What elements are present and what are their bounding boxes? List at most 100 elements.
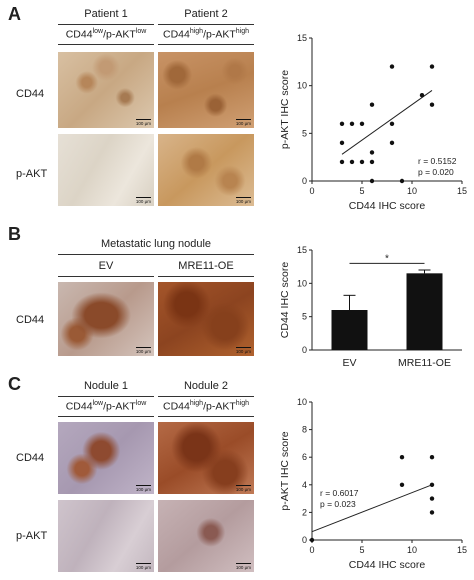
- column-subheader-high-c: CD44high/p-AKThigh: [162, 400, 249, 413]
- row-label-p-akt: p-AKT: [16, 168, 48, 180]
- ihc-image-nodule2-p-akt: 100 μm: [158, 500, 254, 572]
- column-header-nodule-2: Nodule 2: [183, 380, 229, 392]
- data-point: [349, 121, 355, 127]
- x-tick-label: 10: [407, 186, 417, 196]
- y-axis-label: p-AKT IHC score: [279, 431, 291, 510]
- data-point: [309, 537, 315, 543]
- ihc-image-patient1-cd44: 100 μm: [58, 52, 154, 128]
- ihc-image-patient2-p-akt: 100 μm: [158, 134, 254, 206]
- column-subheader-low-c: CD44low/p-AKTlow: [65, 400, 147, 413]
- ihc-image-nodule1-p-akt: 100 μm: [58, 500, 154, 572]
- y-tick-label: 6: [302, 452, 307, 462]
- data-point: [389, 64, 395, 69]
- scale-bar: 100 μm: [235, 563, 252, 570]
- y-tick-label: 15: [297, 33, 307, 43]
- bar: [406, 273, 443, 350]
- y-tick-label: 8: [302, 425, 307, 435]
- y-tick-label: 10: [297, 278, 307, 288]
- y-tick-label: 10: [297, 397, 307, 407]
- row-label-p-akt-c: p-AKT: [16, 530, 48, 542]
- data-point: [399, 455, 405, 460]
- column-rule-3: [58, 44, 154, 45]
- row-label-cd44: CD44: [16, 88, 45, 100]
- y-tick-label: 0: [302, 345, 307, 355]
- y-tick-label: 0: [302, 535, 307, 545]
- data-point: [419, 93, 425, 98]
- y-tick-label: 10: [297, 81, 307, 91]
- x-tick-label: 15: [457, 545, 467, 555]
- column-rule-1: [58, 24, 154, 25]
- bar: [331, 310, 368, 350]
- data-point: [389, 121, 395, 127]
- ihc-image-patient2-cd44: 100 μm: [158, 52, 254, 128]
- ihc-image-ev-cd44: 100 μm: [58, 282, 154, 356]
- column-rule-c3: [58, 416, 154, 417]
- scale-bar: 100 μm: [235, 197, 252, 204]
- scale-bar: 100 μm: [135, 119, 152, 126]
- x-tick-label: 0: [309, 186, 314, 196]
- data-point: [339, 121, 345, 127]
- annotation-p: p = 0.023: [320, 499, 356, 509]
- annotation-r: r = 0.5152: [418, 156, 457, 166]
- ihc-image-nodule2-cd44: 100 μm: [158, 422, 254, 494]
- bar-chart-b: 0 5 10 15 CD44 IHC score EV MRE11-OE *: [279, 245, 462, 369]
- scale-bar: 100 μm: [235, 347, 252, 354]
- x-tick-label: 0: [309, 545, 314, 555]
- data-point: [369, 159, 375, 165]
- column-rule-mre11: [158, 276, 254, 277]
- y-axis-label: CD44 IHC score: [279, 262, 291, 339]
- data-point: [349, 159, 355, 165]
- x-tick-label: 15: [457, 186, 467, 196]
- column-rule-4: [158, 44, 254, 45]
- scatter-chart-c: 0 5 10 15 0 2 4 6 8 10 CD44 IHC score p-AKT IHC sco…: [279, 397, 467, 571]
- x-tick-label: 5: [359, 186, 364, 196]
- data-point: [359, 121, 365, 127]
- panel-label-b: B: [8, 224, 21, 244]
- data-point: [369, 102, 375, 107]
- annotation-p: p = 0.020: [418, 167, 454, 177]
- y-tick-label: 2: [302, 507, 307, 517]
- panel-label-c: C: [8, 374, 21, 394]
- x-axis-label: CD44 IHC score: [349, 200, 426, 212]
- data-point: [399, 178, 405, 184]
- data-point: [429, 510, 435, 515]
- y-tick-label: 5: [302, 128, 307, 138]
- data-point: [339, 140, 345, 146]
- annotation-r: r = 0.6017: [320, 488, 359, 498]
- scale-bar: 100 μm: [135, 347, 152, 354]
- data-point: [359, 159, 365, 165]
- data-point: [429, 455, 435, 460]
- column-subheader-high: CD44high/p-AKThigh: [162, 28, 249, 41]
- column-header-nodule-1: Nodule 1: [83, 380, 129, 392]
- fit-line: [311, 484, 433, 533]
- y-tick-label: 0: [302, 176, 307, 186]
- column-rule-c2: [158, 396, 254, 397]
- data-point: [429, 102, 435, 107]
- panel-label-a: A: [8, 4, 21, 24]
- data-point: [399, 482, 405, 487]
- scale-bar: 100 μm: [135, 563, 152, 570]
- row-label-cd44-c: CD44: [16, 452, 45, 464]
- column-rule-2: [158, 24, 254, 25]
- category-label: EV: [342, 357, 356, 369]
- column-header-mre11-oe: MRE11-OE: [178, 260, 234, 272]
- x-tick-label: 10: [407, 545, 417, 555]
- ihc-image-nodule1-cd44: 100 μm: [58, 422, 154, 494]
- column-header-ev: EV: [98, 260, 114, 272]
- significance-star: *: [385, 253, 389, 264]
- scale-bar: 100 μm: [135, 197, 152, 204]
- data-point: [339, 159, 345, 165]
- x-tick-label: 5: [359, 545, 364, 555]
- scale-bar: 100 μm: [235, 119, 252, 126]
- scale-bar: 100 μm: [235, 485, 252, 492]
- x-axis-label: CD44 IHC score: [349, 559, 426, 571]
- data-point: [369, 150, 375, 155]
- y-tick-label: 15: [297, 245, 307, 255]
- column-header-patient-1: Patient 1: [84, 8, 128, 20]
- column-subheader-low: CD44low/p-AKTlow: [65, 28, 147, 41]
- scatter-chart-a: 0 5 10 15 0 5 10 15 CD44 IHC score p-AKT IHC scor…: [279, 33, 467, 212]
- category-label: MRE11-OE: [398, 357, 451, 369]
- ihc-image-mre11-cd44: 100 μm: [158, 282, 254, 356]
- fit-line: [341, 90, 433, 155]
- column-header-patient-2: Patient 2: [184, 8, 228, 20]
